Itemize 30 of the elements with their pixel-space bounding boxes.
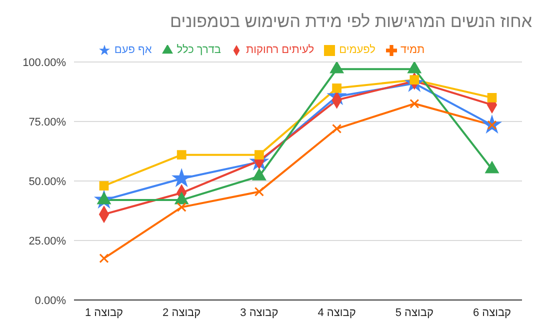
legend-label: בדרך כלל (176, 44, 222, 56)
x-tick-label: קבוצה 3 (240, 306, 278, 319)
point (176, 202, 186, 212)
y-tick-label: 50.00% (28, 176, 66, 188)
point (254, 186, 264, 197)
point (332, 124, 342, 134)
legend-label: לפעמים (339, 44, 376, 56)
x-tick-label: קבוצה 5 (395, 306, 434, 319)
x-tick-label: קבוצה 4 (318, 306, 356, 319)
legend-label: לעיתים רחוקות (246, 44, 314, 56)
point (330, 62, 344, 74)
legend-label: תמיד (400, 44, 425, 56)
x-tick-label: קבוצה 1 (84, 306, 124, 319)
point (408, 62, 422, 74)
point (487, 93, 497, 102)
point (172, 169, 191, 186)
x-tick-label: קבוצה 6 (472, 306, 512, 319)
y-tick-label: 75.00% (28, 116, 66, 128)
y-tick-label: 25.00% (28, 235, 66, 248)
chart-title: אחוז הנשים המרגישות לפי מידת השימוש בטמפונים (169, 11, 533, 33)
point (410, 98, 420, 108)
point (99, 181, 109, 190)
point (332, 83, 342, 93)
point (176, 150, 186, 160)
legend-label: אף פעם (114, 44, 152, 56)
x-tick-label: קבוצה 2 (162, 306, 201, 319)
point (99, 254, 109, 264)
point (254, 150, 264, 160)
y-tick-label: 0.00% (34, 294, 66, 307)
y-tick-label: 100.00% (22, 56, 66, 69)
